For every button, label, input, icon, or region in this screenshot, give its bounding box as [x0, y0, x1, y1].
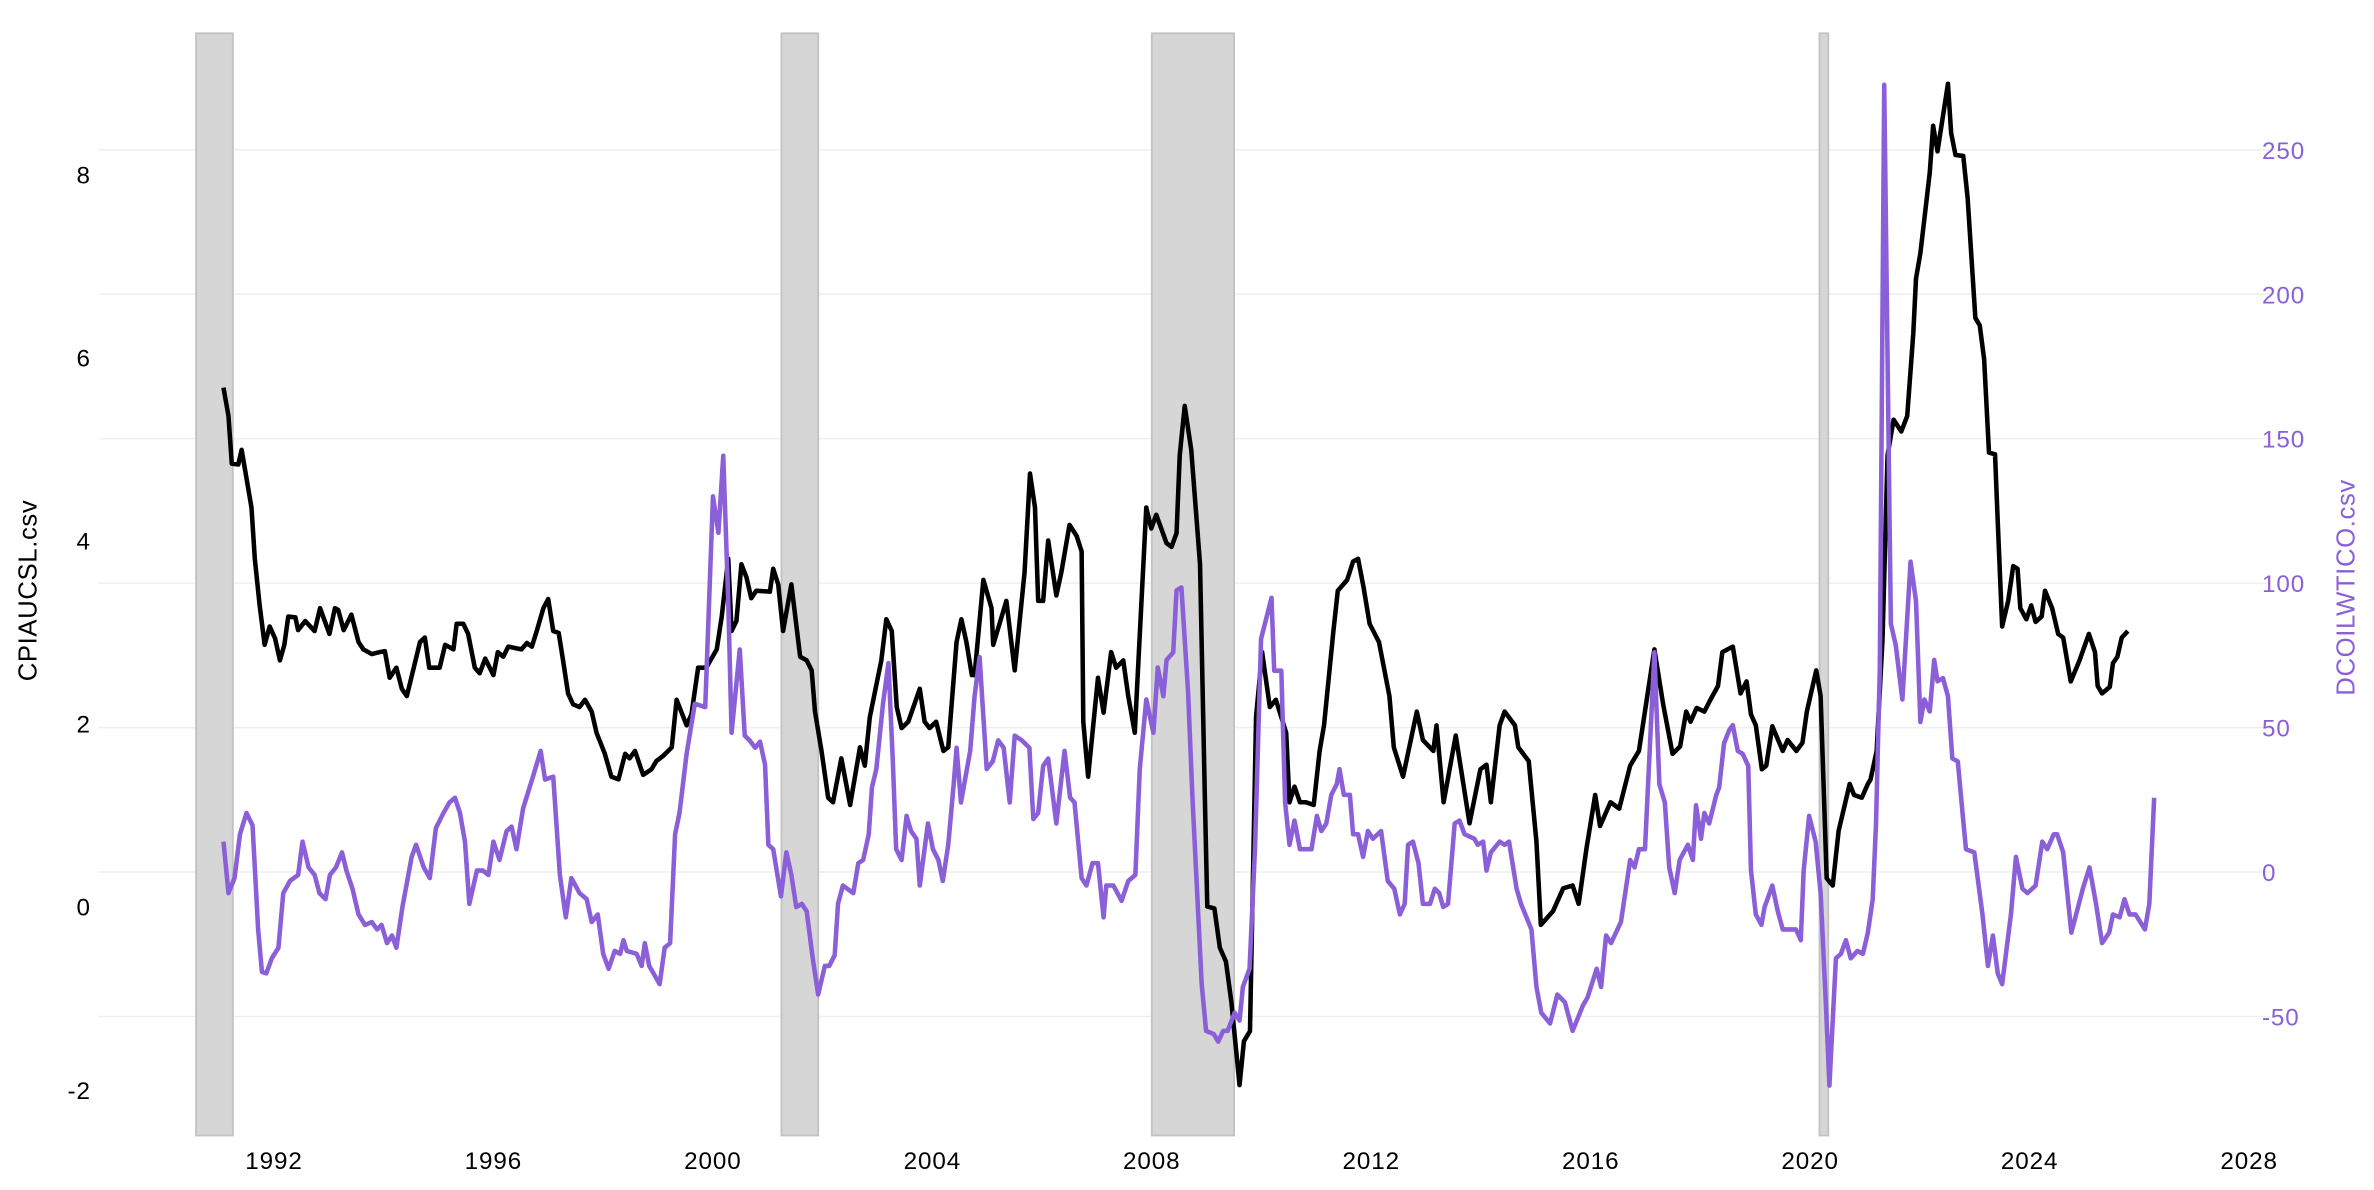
recession-band	[195, 32, 234, 1137]
x-tick-label: 1996	[465, 1148, 523, 1175]
left-axis-title: CPIAUCSL.csv	[14, 500, 42, 682]
right-axis-title: DCOILWTICO.csv	[2332, 479, 2360, 696]
x-tick-label: 1992	[245, 1148, 303, 1175]
x-tick-label: 2016	[1562, 1148, 1620, 1175]
left-tick-label: 0	[76, 895, 90, 922]
x-tick-label: 2028	[2220, 1148, 2278, 1175]
x-axis-ticks: 1992 1996 2000 2004 2008 2012 2016 2020 2024 2028	[245, 1148, 2278, 1175]
left-tick-label: 8	[76, 162, 90, 189]
x-tick-label: 2008	[1123, 1148, 1181, 1175]
dcoilwtico-series-line	[221, 82, 2157, 1088]
right-tick-label: -50	[2262, 1005, 2300, 1032]
x-tick-label: 2004	[904, 1148, 962, 1175]
left-tick-label: 6	[76, 345, 90, 372]
right-tick-label: 250	[2262, 138, 2305, 165]
cpiaucsl-series-line	[221, 81, 2130, 1088]
x-tick-label: 2024	[2001, 1148, 2059, 1175]
right-tick-label: 50	[2262, 716, 2291, 743]
series-lines	[221, 81, 2157, 1088]
recession-band	[1818, 32, 1830, 1137]
right-tick-label: 150	[2262, 427, 2305, 454]
left-axis-ticks: -2 0 2 4 6 8	[67, 162, 90, 1105]
left-tick-label: -2	[67, 1078, 90, 1105]
right-tick-label: 100	[2262, 571, 2305, 598]
x-tick-label: 2020	[1781, 1148, 1839, 1175]
x-tick-label: 2000	[684, 1148, 742, 1175]
recession-shading	[195, 32, 1830, 1137]
x-tick-label: 2012	[1343, 1148, 1401, 1175]
right-axis-ticks: -50 0 50 100 150 200 250	[2262, 138, 2305, 1032]
right-tick-label: 0	[2262, 860, 2276, 887]
right-tick-label: 200	[2262, 282, 2305, 309]
left-tick-label: 2	[76, 712, 90, 739]
left-tick-label: 4	[76, 529, 90, 556]
recession-band	[1150, 32, 1236, 1137]
